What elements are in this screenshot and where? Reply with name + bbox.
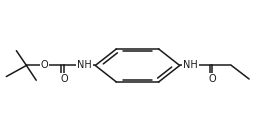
Text: NH: NH xyxy=(183,60,198,70)
Text: O: O xyxy=(60,74,68,84)
Text: O: O xyxy=(41,60,48,70)
Text: O: O xyxy=(208,74,216,84)
Text: NH: NH xyxy=(77,60,92,70)
